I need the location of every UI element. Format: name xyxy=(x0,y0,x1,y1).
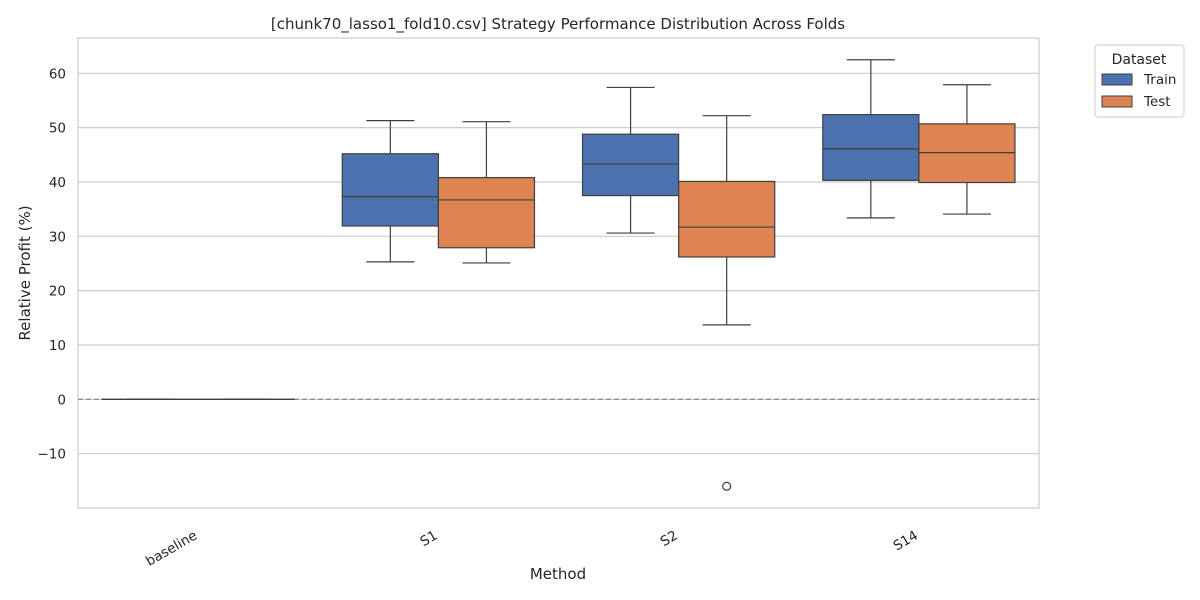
y-tick-label: 0 xyxy=(57,392,66,408)
box-test-s1 xyxy=(437,121,536,264)
box-test-s14 xyxy=(918,84,1016,215)
y-axis-ticks: −10 0 10 20 30 40 50 60 xyxy=(38,66,67,462)
y-tick-label: 20 xyxy=(49,284,66,300)
y-tick-label: 40 xyxy=(49,175,66,191)
y-tick-label: −10 xyxy=(38,447,67,463)
plot-frame xyxy=(77,37,1040,509)
plot-area xyxy=(77,37,1040,509)
box-test-s2 xyxy=(678,115,776,491)
y-axis-label: Relative Profit (%) xyxy=(16,205,34,340)
legend-label-test: Test xyxy=(1143,94,1171,110)
y-tick-label: 60 xyxy=(49,66,66,82)
x-tick-label: S2 xyxy=(658,528,681,550)
box-body xyxy=(437,177,536,249)
box-body xyxy=(678,180,776,258)
y-tick-label: 50 xyxy=(49,121,66,137)
legend-swatch-test xyxy=(1101,95,1133,108)
box-train-s1 xyxy=(341,119,439,263)
chart-title: [chunk70_lasso1_fold10.csv] Strategy Per… xyxy=(271,15,845,34)
box-train-s14 xyxy=(822,59,920,219)
x-tick-label: S1 xyxy=(418,528,441,550)
x-axis-label: Method xyxy=(530,565,586,583)
box-marks xyxy=(101,59,1016,491)
legend-title: Dataset xyxy=(1112,52,1167,68)
box-body xyxy=(822,114,920,181)
y-tick-label: 10 xyxy=(49,338,66,354)
legend-label-train: Train xyxy=(1143,72,1176,88)
x-axis-ticks: baseline S1 S2 S14 xyxy=(143,528,921,570)
outlier-point xyxy=(722,481,732,491)
box-train-s2 xyxy=(581,86,680,234)
legend-swatch-train xyxy=(1101,73,1133,86)
box-body xyxy=(581,133,680,197)
x-tick-label: S14 xyxy=(891,528,921,555)
box-body xyxy=(341,153,439,227)
y-tick-label: 30 xyxy=(49,229,66,245)
legend: Dataset Train Test xyxy=(1094,44,1185,118)
x-tick-label: baseline xyxy=(143,528,200,570)
